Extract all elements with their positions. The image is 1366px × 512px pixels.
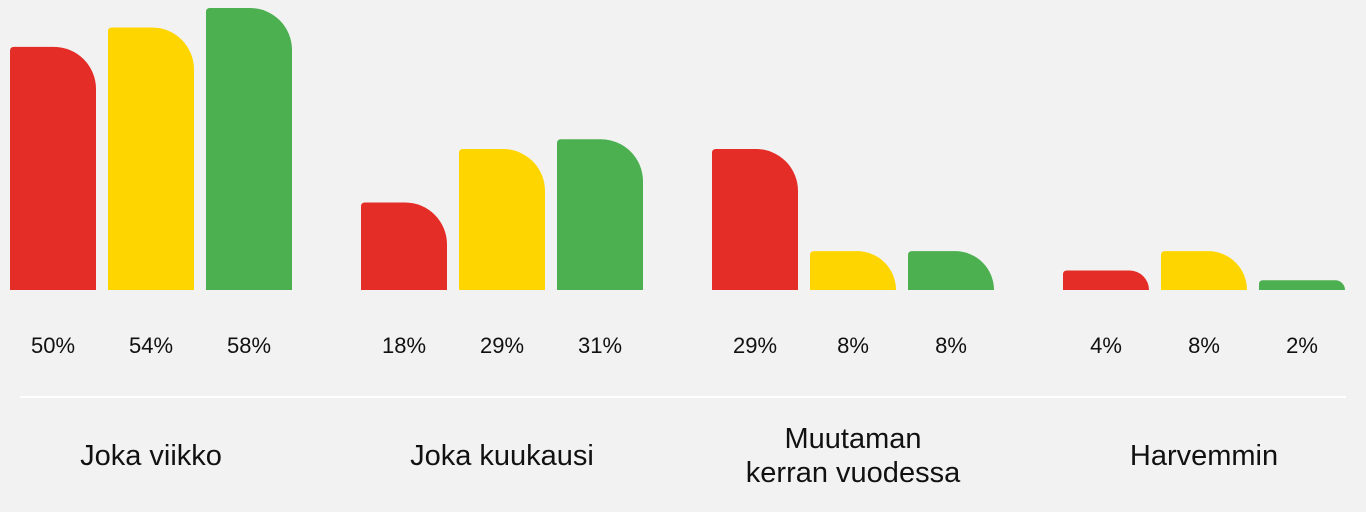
- bar: [459, 149, 545, 290]
- category-label: Joka viikko: [80, 440, 222, 472]
- value-label: 29%: [480, 333, 524, 358]
- value-label: 8%: [1188, 333, 1220, 358]
- value-label: 29%: [733, 333, 777, 358]
- category-label: Muutaman kerran vuodessa: [745, 423, 961, 489]
- value-label: 18%: [382, 333, 426, 358]
- value-label: 31%: [578, 333, 622, 358]
- bar: [108, 27, 194, 291]
- bar: [206, 8, 292, 290]
- bar: [557, 139, 643, 290]
- bar: [712, 149, 798, 290]
- value-label: 2%: [1286, 333, 1318, 358]
- bar: [1063, 270, 1149, 290]
- value-label: 8%: [935, 333, 967, 358]
- bar: [361, 202, 447, 290]
- bar: [1259, 280, 1345, 290]
- bar: [908, 251, 994, 290]
- value-label: 50%: [31, 333, 75, 358]
- category-label: Joka kuukausi: [410, 440, 594, 472]
- value-label: 4%: [1090, 333, 1122, 358]
- category-label: Harvemmin: [1129, 440, 1279, 472]
- value-label: 8%: [837, 333, 869, 358]
- value-label: 58%: [227, 333, 271, 358]
- value-label: 54%: [129, 333, 173, 358]
- bar: [810, 251, 896, 290]
- bar: [10, 46, 97, 291]
- bar: [1161, 251, 1247, 290]
